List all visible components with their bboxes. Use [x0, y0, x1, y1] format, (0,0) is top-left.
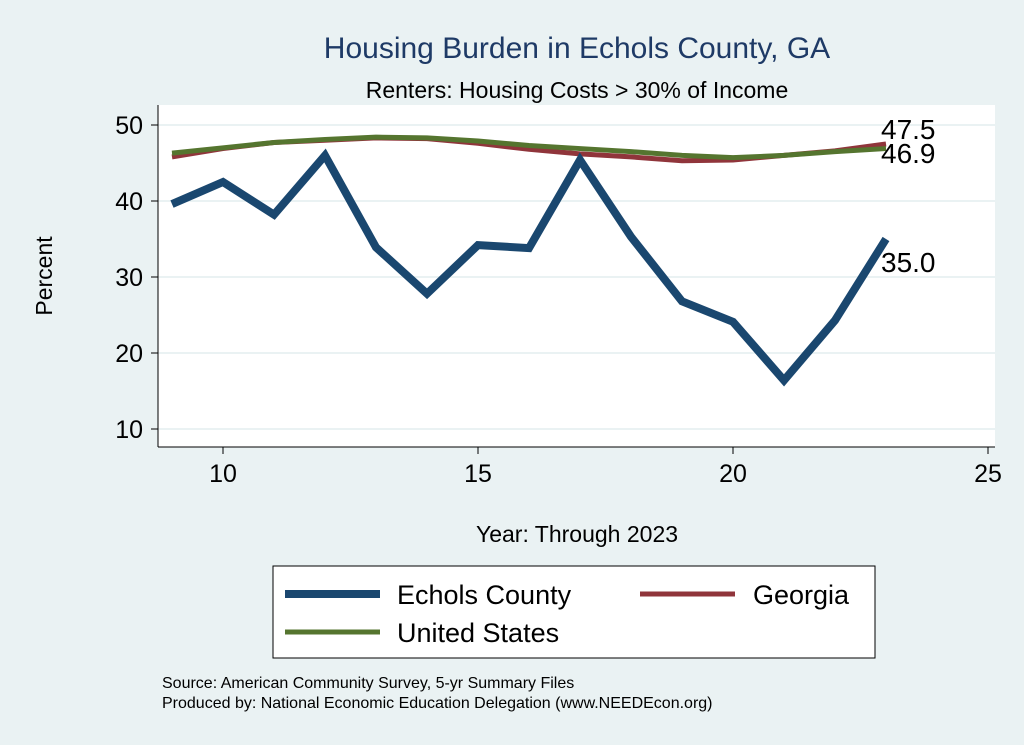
legend: Echols County Georgia United States: [272, 565, 876, 659]
legend-label-us: United States: [397, 618, 559, 648]
x-axis-label: Year: Through 2023: [476, 521, 678, 547]
x-tick-label: 25: [974, 460, 1002, 488]
x-tick-label: 10: [209, 460, 237, 488]
x-tick-label: 15: [464, 460, 492, 488]
y-tick-label: 40: [115, 188, 143, 216]
end-label: 35.0: [881, 247, 936, 278]
end-label: 47.5: [881, 114, 936, 145]
legend-label-echols: Echols County: [397, 580, 572, 610]
y-tick-label: 10: [115, 416, 143, 444]
chart-subtitle: Renters: Housing Costs > 30% of Income: [366, 77, 789, 103]
legend-label-georgia: Georgia: [753, 580, 850, 610]
y-tick-label: 30: [115, 264, 143, 292]
produced-by-note: Produced by: National Economic Education…: [162, 695, 713, 712]
chart-title: Housing Burden in Echols County, GA: [324, 32, 830, 65]
source-note: Source: American Community Survey, 5-yr …: [162, 675, 574, 692]
y-axis-label: Percent: [31, 236, 57, 316]
y-tick-label: 20: [115, 340, 143, 368]
end-label: 46.9: [881, 138, 936, 169]
y-tick-label: 50: [115, 112, 143, 140]
x-tick-label: 20: [719, 460, 747, 488]
